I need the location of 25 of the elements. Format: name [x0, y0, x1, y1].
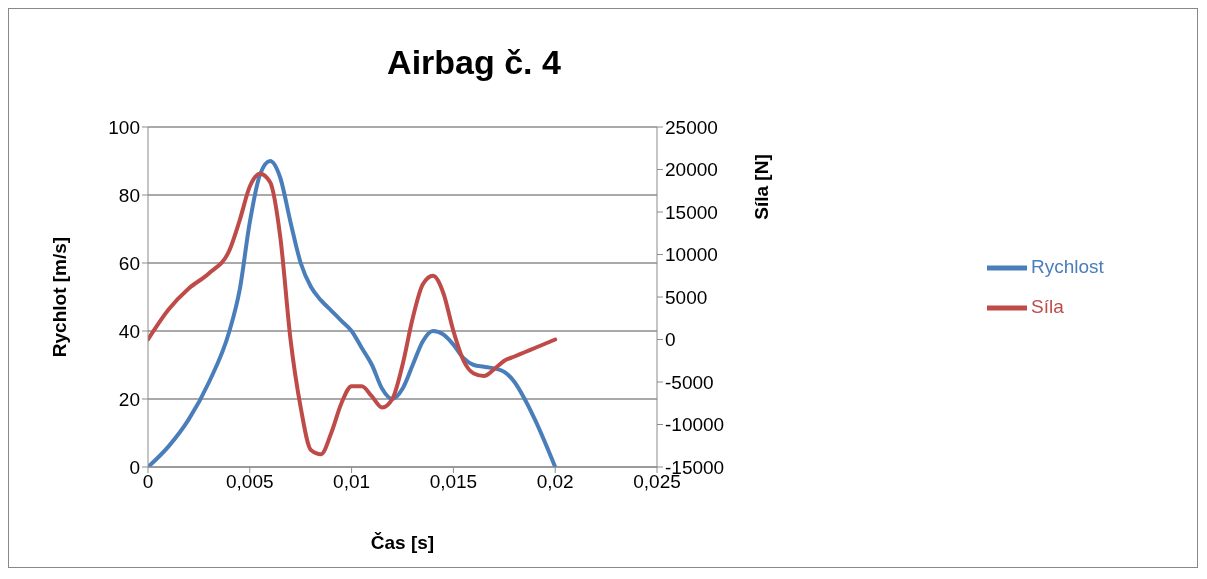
y2-tick-label: 25000 — [665, 116, 718, 138]
y-tick-label: 80 — [118, 184, 140, 206]
y-tick-label: 20 — [118, 388, 140, 410]
legend-label: Síla — [1031, 296, 1064, 318]
x-tick-label: 0,015 — [429, 471, 478, 493]
chart-title: Airbag č. 4 — [386, 43, 562, 82]
y-tick-label: 0 — [129, 456, 140, 478]
y2-tick-label: 20000 — [665, 159, 718, 181]
x-tick-label: 0,005 — [226, 471, 274, 493]
y-tick-label: 40 — [118, 320, 140, 342]
y2-tick-label: -10000 — [665, 414, 725, 436]
x-tick-label: 0,02 — [536, 471, 574, 493]
y2-tick-label: -5000 — [665, 371, 714, 393]
legend-label: Rychlost — [1031, 256, 1104, 278]
x-tick-label: 0,01 — [333, 471, 371, 493]
y-axis-title: Rychlot [m/s] — [48, 236, 70, 358]
x-tick-label: 0 — [142, 471, 154, 493]
y2-tick-label: 0 — [665, 329, 676, 351]
y2-tick-label: 10000 — [665, 244, 718, 266]
y-tick-label: 100 — [108, 116, 140, 138]
y2-tick-label: 15000 — [665, 201, 718, 223]
y-tick-label: 60 — [118, 252, 140, 274]
x-axis-title: Čas [s] — [370, 532, 435, 553]
y2-axis-title: Síla [N] — [751, 154, 773, 220]
y2-tick-label: 5000 — [665, 286, 708, 308]
